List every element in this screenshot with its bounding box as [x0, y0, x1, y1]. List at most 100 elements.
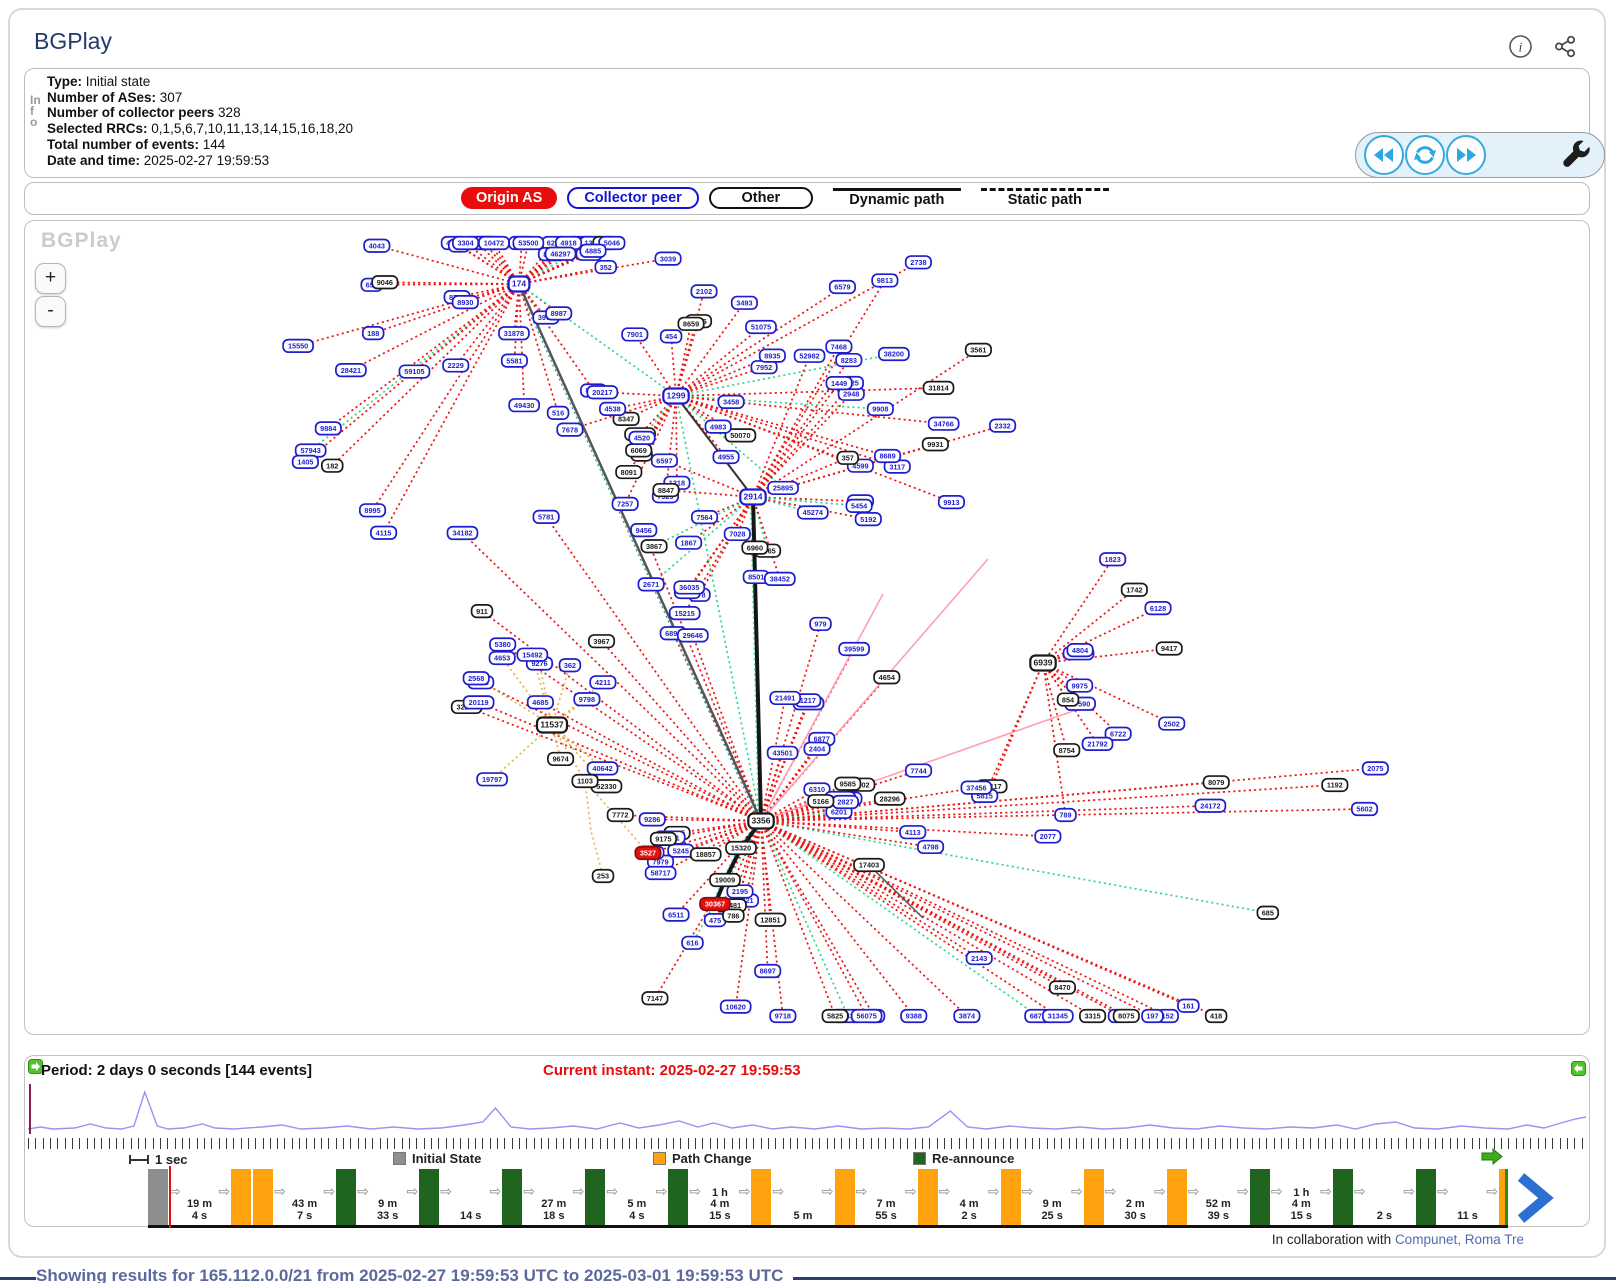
as-node[interactable]: 2827 — [831, 794, 860, 810]
as-node[interactable]: 3527 — [634, 845, 662, 861]
as-node[interactable]: 2502 — [1158, 716, 1186, 731]
current-instant-cursor[interactable] — [169, 1166, 171, 1228]
as-node[interactable]: 7564 — [690, 510, 719, 525]
as-node[interactable]: 7468 — [825, 339, 853, 354]
event-bar-end[interactable] — [1499, 1169, 1508, 1225]
as-node[interactable]: 34766 — [927, 416, 960, 431]
as-node[interactable]: 8283 — [835, 352, 863, 368]
as-node[interactable]: 1192 — [1321, 777, 1349, 793]
share-icon[interactable] — [1553, 34, 1578, 64]
as-node[interactable]: 9286 — [638, 812, 666, 827]
event-bar-change[interactable] — [1000, 1169, 1021, 1225]
as-node[interactable]: 6597 — [650, 453, 678, 468]
as-node[interactable]: 7772 — [606, 807, 634, 823]
as-node[interactable]: 10620 — [719, 999, 752, 1014]
as-node[interactable]: 911 — [470, 604, 494, 619]
as-node[interactable]: 24172 — [1194, 798, 1227, 813]
event-bar-reann[interactable] — [1332, 1169, 1353, 1225]
as-node[interactable]: 2077 — [1034, 829, 1062, 844]
event-bar-reann[interactable] — [336, 1169, 357, 1225]
as-node[interactable]: 30367 — [699, 896, 731, 912]
as-node[interactable]: 4804 — [1066, 643, 1094, 658]
as-node[interactable]: 3561 — [964, 342, 992, 357]
as-node[interactable]: 5825 — [821, 1008, 849, 1024]
as-node[interactable]: 3356 — [747, 812, 775, 830]
as-node[interactable]: 3315 — [1079, 1008, 1107, 1024]
as-node[interactable]: 8995 — [358, 503, 387, 518]
as-node[interactable]: 1742 — [1120, 582, 1148, 597]
event-bar-change[interactable] — [917, 1169, 938, 1225]
as-node[interactable]: 40642 — [586, 761, 619, 776]
as-node[interactable]: 8075 — [1112, 1008, 1140, 1024]
as-node[interactable]: 8079 — [1202, 775, 1230, 790]
as-node[interactable]: 31878 — [498, 326, 530, 341]
as-node[interactable]: 59105 — [398, 364, 431, 379]
as-node[interactable]: 20119 — [462, 695, 495, 710]
as-node[interactable]: 2229 — [442, 358, 470, 373]
as-node[interactable]: 28421 — [335, 363, 367, 378]
as-node[interactable]: 3967 — [587, 634, 616, 649]
as-node[interactable]: 58717 — [644, 865, 677, 881]
as-node[interactable]: 9908 — [866, 401, 894, 417]
as-node[interactable]: 854 — [1056, 692, 1080, 707]
as-node[interactable]: 8847 — [652, 482, 680, 498]
timeline-end-flag-icon[interactable] — [1571, 1061, 1586, 1081]
event-bar-change[interactable] — [1166, 1169, 1187, 1225]
as-node[interactable]: 18857 — [689, 847, 722, 862]
as-node[interactable]: 12851 — [754, 912, 787, 927]
as-node[interactable]: 9456 — [630, 523, 658, 538]
as-node[interactable]: 6960 — [741, 540, 769, 555]
rewind-button[interactable] — [1364, 135, 1404, 175]
as-node[interactable]: 8930 — [451, 295, 479, 310]
as-node[interactable]: 5454 — [845, 498, 873, 513]
as-node[interactable]: 3867 — [640, 539, 668, 554]
compunet-link[interactable]: Compunet, Roma Tre — [1394, 1232, 1524, 1247]
as-node[interactable]: 3493 — [730, 295, 758, 310]
as-node[interactable]: 1823 — [1099, 552, 1127, 567]
as-node[interactable]: 46297 — [544, 246, 577, 261]
as-node[interactable]: 29646 — [676, 628, 709, 643]
next-event-button[interactable] — [1513, 1172, 1555, 1224]
as-node[interactable]: 4654 — [873, 670, 901, 685]
as-node[interactable]: 4885 — [579, 243, 607, 258]
as-node[interactable]: 174 — [507, 275, 531, 293]
legend-other[interactable]: Other — [708, 187, 813, 209]
as-node[interactable]: 8470 — [1048, 980, 1076, 995]
as-node[interactable]: 39599 — [838, 641, 870, 657]
event-bar-change[interactable] — [231, 1169, 252, 1225]
as-node[interactable]: 9674 — [547, 751, 575, 767]
timeline-start-flag-icon[interactable] — [28, 1059, 43, 1079]
as-node[interactable]: 2143 — [965, 950, 993, 966]
as-node[interactable]: 2075 — [1361, 761, 1389, 776]
as-node[interactable]: 9913 — [937, 495, 965, 510]
event-bar-reann[interactable] — [585, 1169, 606, 1225]
as-node[interactable]: 1103 — [571, 773, 599, 789]
as-node[interactable]: 6069 — [625, 443, 653, 458]
as-node[interactable]: 21792 — [1081, 736, 1114, 751]
as-node[interactable]: 5781 — [532, 509, 560, 524]
as-node[interactable]: 357 — [836, 450, 859, 465]
as-node[interactable]: 8659 — [677, 316, 705, 331]
as-node[interactable]: 5581 — [500, 353, 528, 368]
as-node[interactable]: 8697 — [754, 963, 782, 979]
as-node[interactable]: 4798 — [917, 839, 945, 855]
as-node[interactable]: 4983 — [704, 419, 732, 434]
as-node[interactable]: 4685 — [526, 695, 554, 710]
as-node[interactable]: 5192 — [854, 512, 882, 527]
as-node[interactable]: 37456 — [960, 780, 993, 795]
as-node[interactable]: 5245 — [667, 843, 695, 858]
as-node[interactable]: 2404 — [803, 741, 831, 756]
as-node[interactable]: 4653 — [488, 650, 516, 666]
as-node[interactable]: 7147 — [641, 991, 669, 1006]
as-node[interactable]: 1299 — [662, 387, 690, 405]
as-node[interactable]: 8935 — [758, 348, 786, 363]
legend-collector-peer[interactable]: Collector peer — [567, 187, 699, 209]
as-node[interactable]: 19797 — [476, 772, 508, 787]
as-node[interactable]: 685 — [1256, 905, 1280, 920]
as-node[interactable]: 38200 — [878, 346, 910, 362]
as-node[interactable]: 9175 — [649, 831, 677, 846]
as-node[interactable]: 43501 — [766, 745, 799, 760]
as-node[interactable]: 789 — [1054, 807, 1077, 823]
as-node[interactable]: 5046 — [598, 235, 626, 251]
